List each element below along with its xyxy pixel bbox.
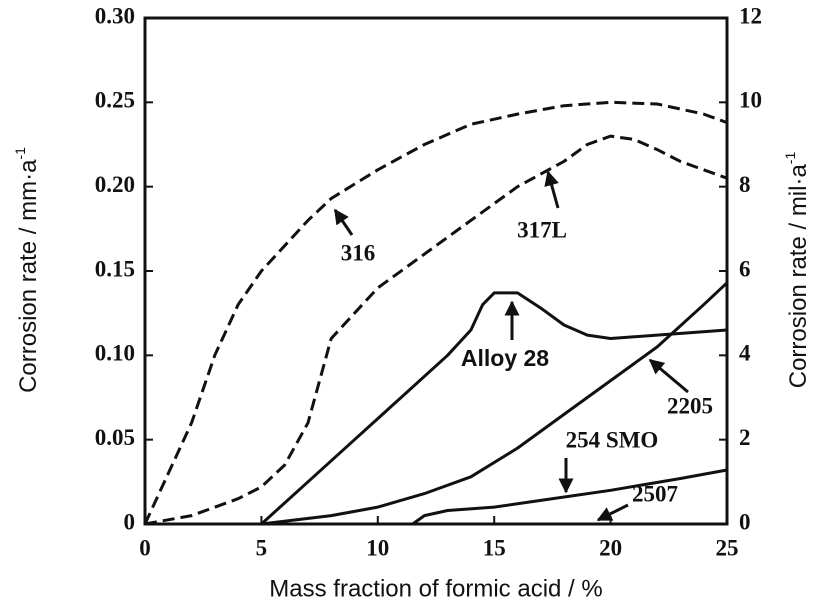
series-line (143, 100, 728, 525)
y2-tick-label: 0 (739, 509, 751, 534)
y2-tick-label: 6 (739, 256, 751, 281)
y-axis-label: Corrosion rate / mm·a-1 (12, 147, 43, 393)
annotation-arrow (596, 503, 629, 522)
series-line (144, 134, 728, 526)
x-tick-label: 15 (483, 535, 506, 560)
annotation: 316 (341, 240, 376, 265)
x-axis-label: Mass fraction of formic acid / % (269, 575, 602, 602)
x-tick-label: 25 (716, 535, 739, 560)
y-tick-label: 0.30 (95, 3, 135, 28)
annotation: 254 SMO (566, 427, 659, 452)
y-tick-label: 0 (124, 509, 136, 534)
annotation: 2205 (667, 393, 713, 418)
x-tick-label: 10 (366, 535, 389, 560)
y-tick-label: 0.25 (95, 88, 135, 113)
y2-tick-label: 8 (739, 172, 751, 197)
annotation-arrow (648, 358, 689, 394)
x-tick-label: 0 (139, 535, 151, 560)
y2-tick-label: 2 (739, 425, 751, 450)
y2-axis-label-text: Corrosion rate / mil·a (785, 164, 812, 389)
y-tick-label: 0.10 (95, 341, 135, 366)
y-tick-label: 0.15 (95, 256, 135, 281)
y-axis-label-sup: -1 (12, 147, 28, 160)
series-line (411, 468, 728, 526)
y-axis-label-text: Corrosion rate / mm·a (15, 159, 42, 393)
y2-tick-label: 12 (739, 3, 762, 28)
y2-axis-label: Corrosion rate / mil·a-1 (782, 152, 813, 389)
annotation: Alloy 28 (461, 345, 549, 371)
x-tick-label: 20 (599, 535, 622, 560)
y-tick-label: 0.05 (95, 425, 135, 450)
annotation-arrow (544, 170, 560, 209)
y-tick-label: 0.20 (95, 172, 135, 197)
y2-tick-label: 4 (739, 341, 751, 366)
annotation: 2507 (632, 481, 678, 506)
series-line (261, 281, 729, 526)
x-tick-label: 5 (256, 535, 268, 560)
series-line (260, 291, 728, 526)
annotation: 317L (517, 217, 567, 242)
y2-axis-label-sup: -1 (782, 152, 798, 165)
annotation-arrow (333, 208, 354, 236)
y2-tick-label: 10 (739, 88, 762, 113)
